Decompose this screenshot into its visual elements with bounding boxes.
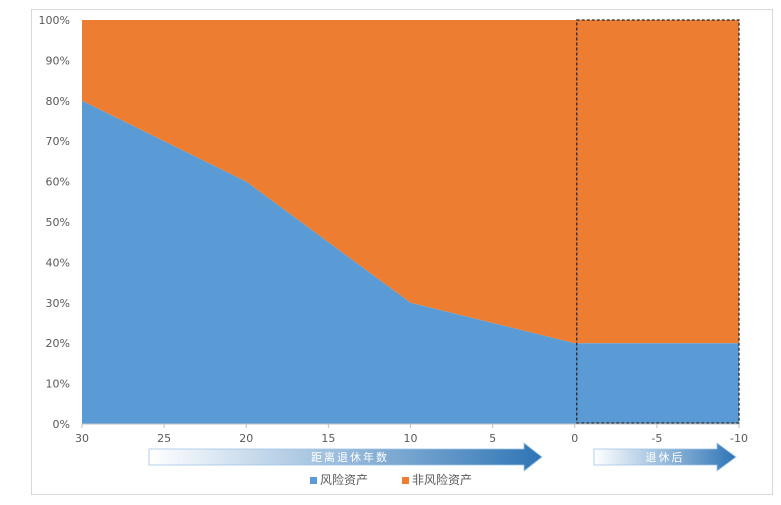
y-tick-label: 70%: [46, 135, 70, 148]
y-tick-label: 20%: [46, 337, 70, 350]
y-tick-label: 90%: [46, 54, 70, 67]
x-tick-label: 25: [157, 432, 171, 445]
x-tick-label: 5: [489, 432, 496, 445]
legend-swatch-risk: [310, 477, 317, 484]
x-tick-label: 20: [239, 432, 253, 445]
area-series-risk: [82, 100, 739, 425]
x-tick-label: -5: [651, 432, 662, 445]
y-tick-label: 30%: [46, 297, 70, 310]
area-series-nonrisk: [82, 20, 739, 344]
y-tick-label: 40%: [46, 256, 70, 269]
post-retirement-arrow-label: 退休后: [646, 451, 685, 464]
y-tick-label: 0%: [53, 418, 70, 431]
legend: 风险资产 非风险资产: [310, 472, 472, 487]
pre-retirement-arrow-shape: [148, 442, 543, 472]
x-tick-label: 30: [75, 432, 89, 445]
retirement-dashed-box: [576, 19, 740, 424]
legend-swatch-nonrisk: [402, 477, 409, 484]
y-tick-label: 100%: [39, 14, 70, 27]
y-tick-label: 80%: [46, 95, 70, 108]
x-tick-label: 15: [321, 432, 335, 445]
pre-retirement-arrow: 距离退休年数: [148, 442, 543, 472]
y-tick-label: 60%: [46, 176, 70, 189]
legend-label-risk: 风险资产: [320, 472, 368, 487]
post-retirement-arrow-shape: [593, 442, 737, 472]
x-tick-label: -10: [730, 432, 748, 445]
y-tick-label: 50%: [46, 216, 70, 229]
legend-label-nonrisk: 非风险资产: [412, 472, 472, 487]
x-tick-label: 0: [571, 432, 578, 445]
pre-retirement-arrow-label: 距离退休年数: [311, 450, 389, 464]
x-tick-label: 10: [404, 432, 418, 445]
post-retirement-arrow: 退休后: [593, 442, 737, 472]
y-tick-label: 10%: [46, 378, 70, 391]
